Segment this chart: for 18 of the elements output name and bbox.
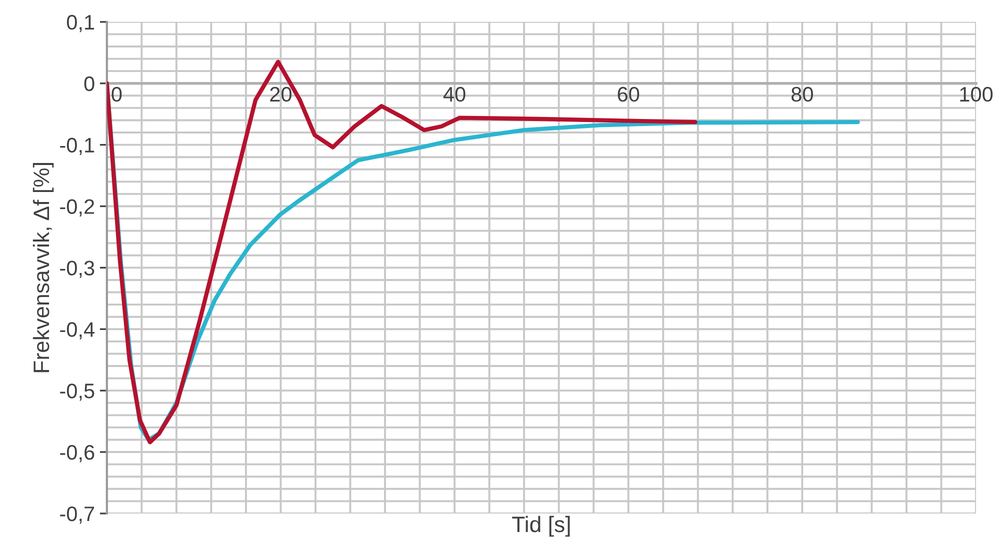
y-axis-title: Frekvensavvik, Δf [%] [32,163,54,372]
x-tick-label: 20 [270,86,292,102]
y-tick-label: -0,5 [60,384,94,401]
x-tick-label: 60 [618,86,640,102]
y-tick-label: -0,3 [60,260,94,278]
y-tick-label: -0,1 [60,138,94,156]
x-tick-label: 80 [792,86,813,102]
y-tick-label: 0 [84,76,94,92]
x-tick-label: 0 [112,86,122,102]
x-tick-label: 100 [960,86,993,102]
y-tick-label: -0,2 [60,199,94,216]
y-tick-label: -0,7 [60,506,94,524]
line-series [106,60,698,444]
x-axis-title: Tid [s] [512,516,570,537]
x-tick-label: 40 [443,86,466,102]
y-tick-label: -0,6 [60,445,94,462]
y-tick-label: 0,1 [66,14,94,32]
y-tick-label: -0,4 [60,322,94,340]
